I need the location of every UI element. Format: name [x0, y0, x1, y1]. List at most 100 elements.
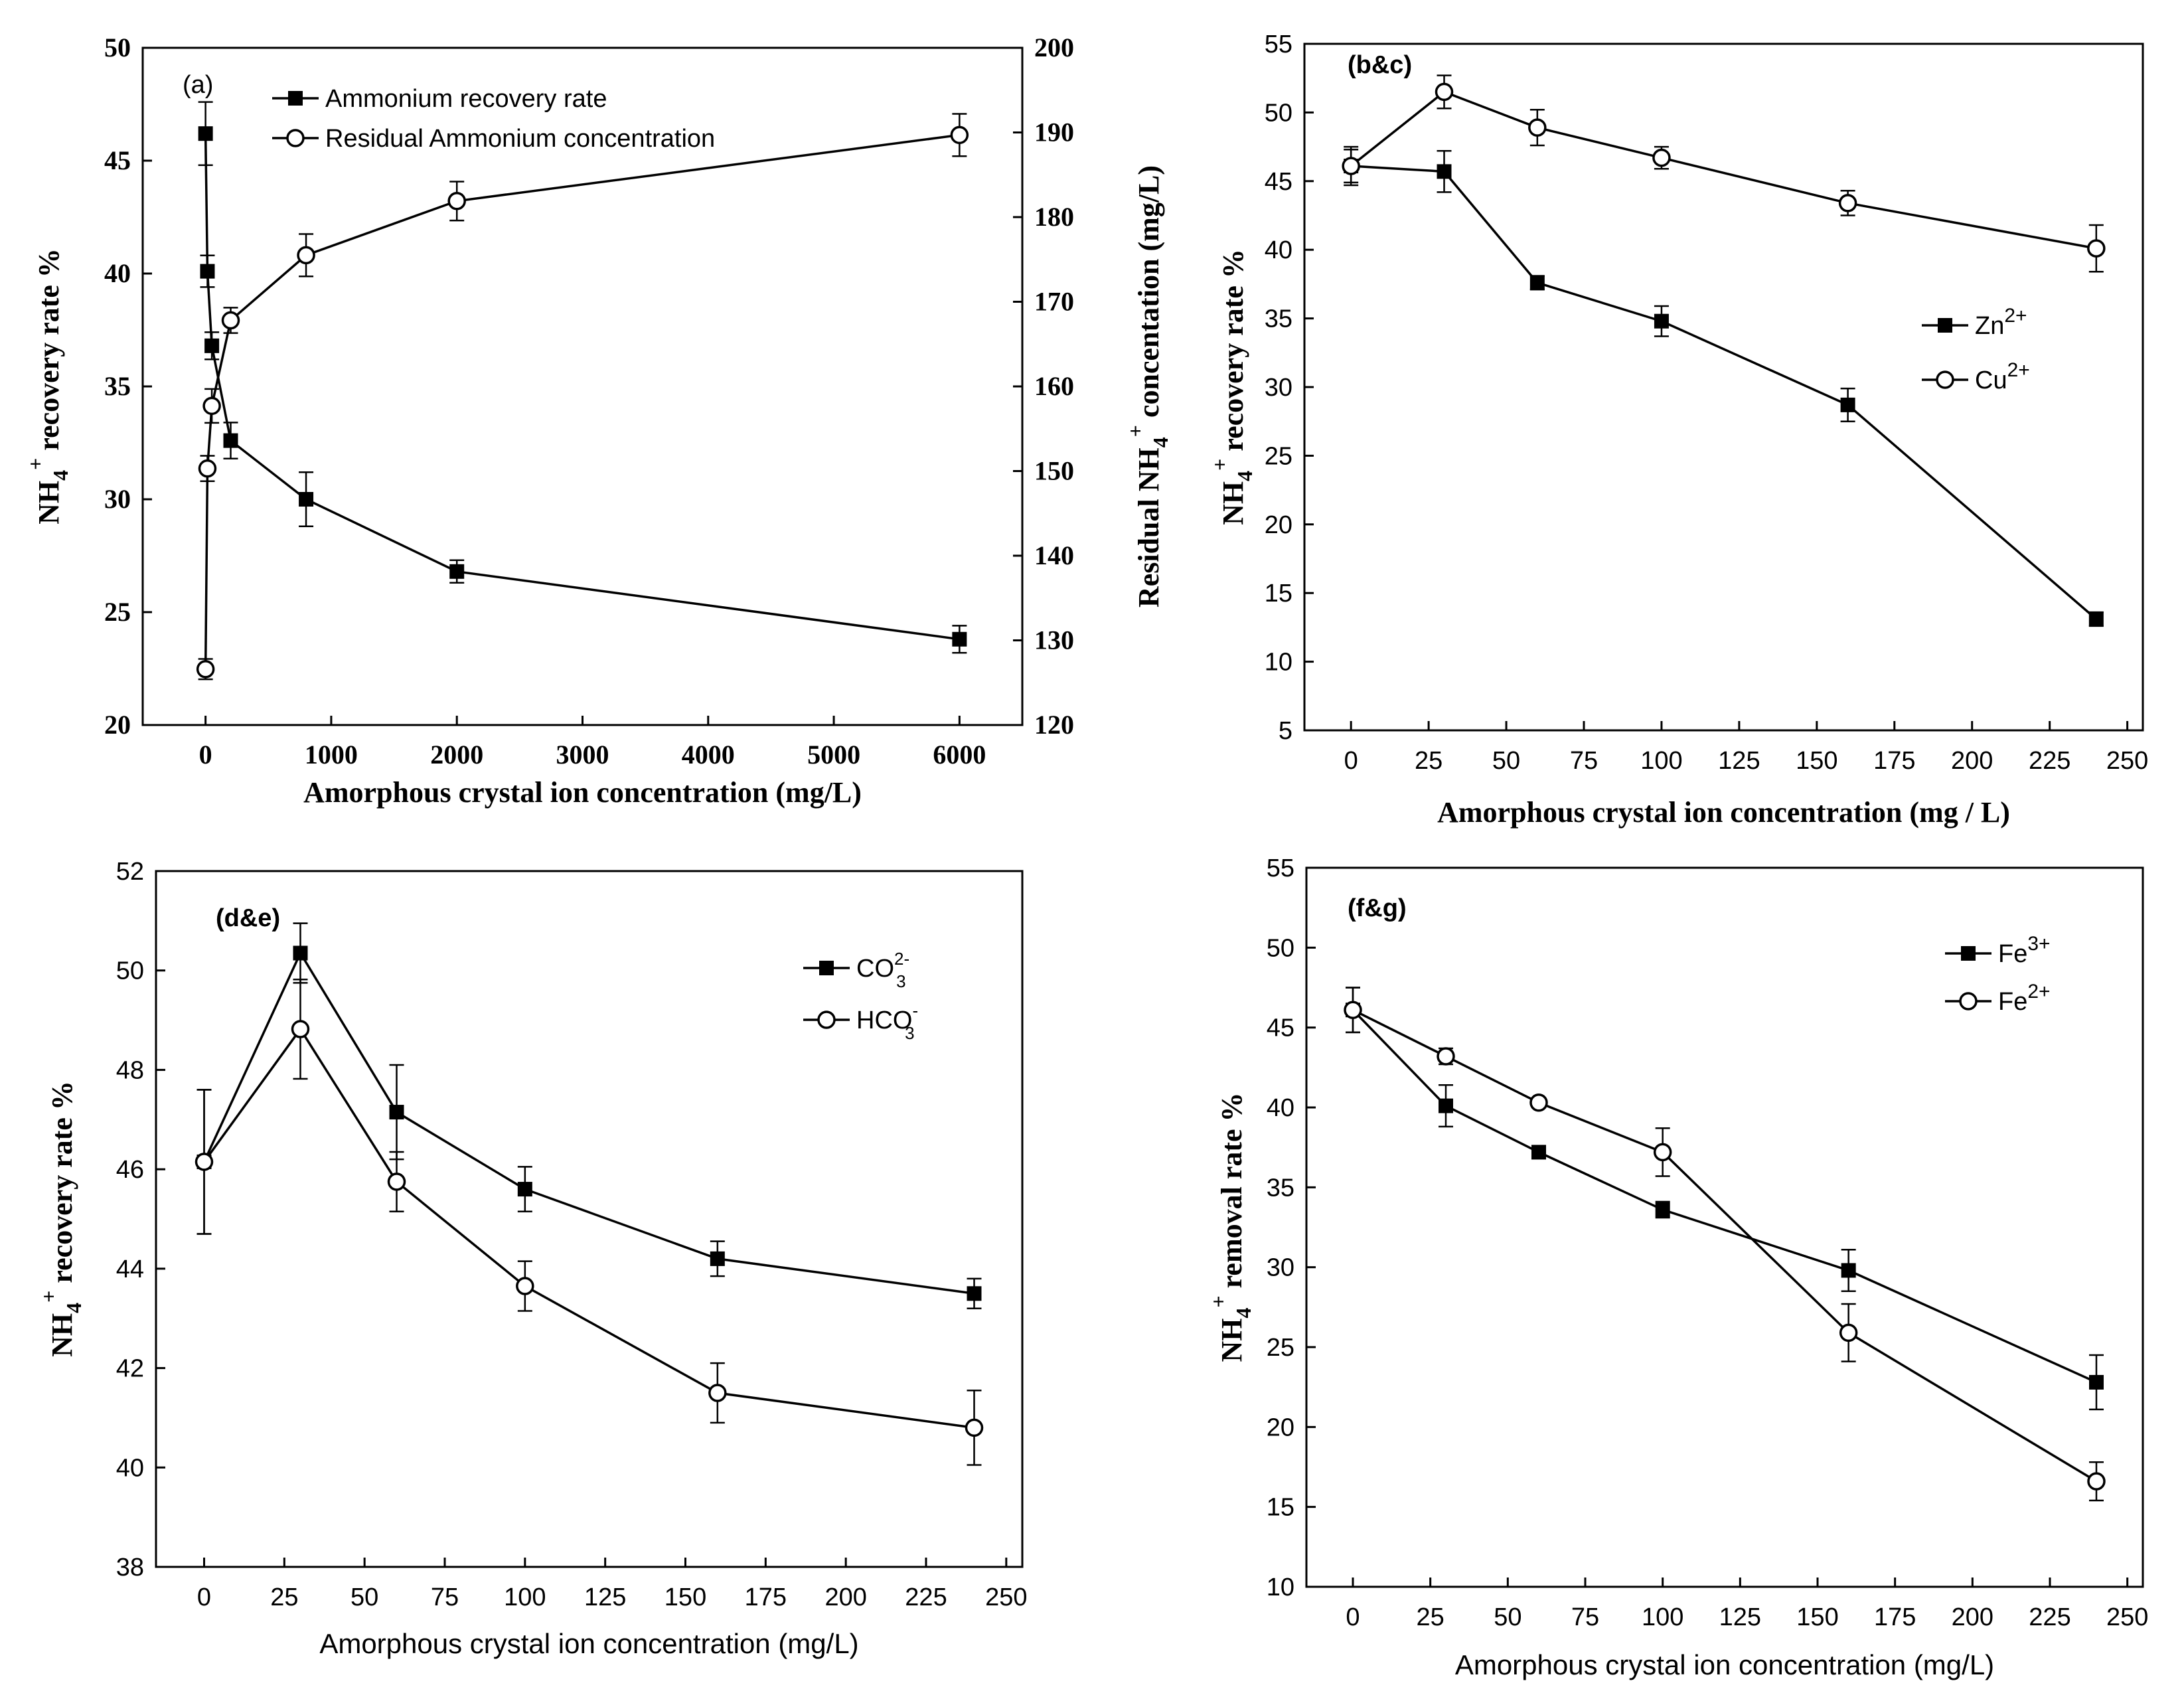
- y2-tick-label: 120: [1034, 710, 1074, 740]
- chart-panel-b-c: 0 25 50 75 100 125 150 175 200 225 250 5 10 15 20 25 30 3…: [1208, 31, 2148, 829]
- x-tick-label: 225: [2029, 747, 2070, 775]
- y-tick-label: 45: [104, 145, 131, 175]
- series-line: [203, 1026, 975, 1429]
- data-point: [1528, 118, 1547, 137]
- data-point: [297, 246, 315, 265]
- x-tick-label: 200: [824, 1583, 866, 1611]
- panel-label: (d&e): [216, 904, 280, 932]
- data-point: [1437, 164, 1452, 179]
- panel-label: (b&c): [1348, 51, 1412, 79]
- x-axis-title: Amorphous crystal ion concentration (mg/…: [319, 1628, 858, 1659]
- legend: CO2-3 HCO-3: [803, 949, 918, 1043]
- data-point: [198, 459, 217, 478]
- legend-marker: [817, 1011, 836, 1029]
- y-tick-label: 42: [116, 1355, 144, 1383]
- series-line: [1350, 90, 2097, 250]
- y-tick-label: 44: [116, 1255, 144, 1283]
- plot-frame: [1305, 866, 2144, 1588]
- data-point: [291, 1020, 310, 1038]
- x-tick-label: 125: [1719, 1603, 1761, 1631]
- data-point: [195, 1153, 214, 1171]
- series-line: [1352, 1009, 2097, 1483]
- x-tick-label: 250: [2106, 1603, 2148, 1631]
- x-tick-label: 225: [905, 1583, 947, 1611]
- data-point: [1344, 1001, 1362, 1019]
- legend-marker: [1961, 946, 1976, 961]
- series-open-circle: [1342, 74, 2106, 273]
- legend-label: CO2-3: [856, 949, 909, 991]
- data-point: [447, 192, 466, 210]
- data-point: [1838, 194, 1857, 212]
- x-tick-label: 50: [1492, 747, 1520, 775]
- y-tick-label: 15: [1265, 580, 1292, 607]
- y-tick-label: 52: [116, 858, 144, 886]
- data-point: [1654, 313, 1669, 329]
- data-point: [449, 564, 465, 579]
- data-point: [710, 1251, 725, 1266]
- x-tick-label: 25: [1415, 747, 1443, 775]
- x-tick-label: 125: [584, 1583, 626, 1611]
- y-tick-label: 20: [1267, 1414, 1294, 1441]
- series-filled-square: [1346, 987, 2104, 1411]
- y-tick-label: 46: [116, 1156, 144, 1184]
- panel-label: (f&g): [1348, 894, 1407, 922]
- data-point: [2087, 1472, 2106, 1491]
- data-point: [221, 311, 240, 330]
- data-point: [517, 1182, 532, 1197]
- x-tick-label: 0: [197, 1583, 211, 1611]
- y-tick-label: 35: [1267, 1174, 1294, 1202]
- x-tick-label: 100: [1640, 747, 1682, 775]
- y-tick-label: 30: [1265, 374, 1292, 402]
- legend: Fe3+ Fe2+: [1945, 933, 2051, 1016]
- series-open-circle: [195, 978, 984, 1466]
- y-tick-label: 15: [1267, 1494, 1294, 1522]
- y2-tick-label: 140: [1034, 540, 1074, 570]
- x-tick-label: 250: [985, 1583, 1027, 1611]
- y-tick-label: 25: [1265, 442, 1292, 470]
- data-point: [293, 945, 308, 961]
- data-point: [198, 126, 213, 141]
- panel-label: (a): [183, 71, 213, 99]
- legend-label: Residual Ammonium concentration: [325, 125, 715, 153]
- x-tick-label: 5000: [807, 740, 860, 769]
- y-tick-label: 40: [104, 258, 131, 288]
- legend-marker: [819, 961, 834, 975]
- x-tick-label: 0: [1344, 747, 1358, 775]
- data-point: [1653, 1143, 1672, 1162]
- y-tick-label: 5: [1279, 717, 1292, 745]
- x-tick-label: 200: [1951, 747, 1993, 775]
- data-point: [299, 492, 314, 507]
- legend-label: Cu2+: [1975, 359, 2030, 394]
- y2-tick-label: 180: [1034, 202, 1074, 232]
- legend-label: Zn2+: [1975, 305, 2027, 340]
- x-tick-label: 175: [745, 1583, 787, 1611]
- y2-tick-label: 160: [1034, 371, 1074, 401]
- x-tick-label: 0: [1346, 1603, 1360, 1631]
- y-tick-label: 50: [1265, 99, 1292, 127]
- data-point: [1439, 1098, 1453, 1113]
- y-tick-label: 25: [104, 597, 131, 627]
- y-tick-label: 50: [1267, 934, 1294, 962]
- data-point: [965, 1418, 984, 1437]
- data-point: [200, 264, 215, 279]
- x-tick-label: 75: [1570, 747, 1598, 775]
- series-line: [1352, 1009, 2097, 1384]
- legend-label: Fe3+: [1998, 933, 2051, 968]
- data-point: [1655, 1202, 1670, 1218]
- data-point: [204, 338, 220, 353]
- x-tick-label: 50: [1494, 1603, 1521, 1631]
- y-tick-label: 30: [1267, 1254, 1294, 1282]
- y-tick-label: 55: [1265, 31, 1292, 58]
- x-tick-label: 100: [1642, 1603, 1683, 1631]
- chart-panel-a: 0 1000 2000 3000 4000 5000 6000 20 25 30 35 40 45 50 1…: [23, 33, 1172, 809]
- y-tick-label: 20: [1265, 511, 1292, 539]
- series-filled-square: [1344, 148, 2104, 627]
- data-point: [1840, 397, 1855, 412]
- y-tick-label: 40: [1265, 236, 1292, 264]
- x-tick-label: 25: [1417, 1603, 1444, 1631]
- x-tick-label: 75: [1571, 1603, 1599, 1631]
- series-line: [204, 133, 960, 641]
- x-tick-label: 225: [2029, 1603, 2070, 1631]
- data-point: [950, 125, 969, 145]
